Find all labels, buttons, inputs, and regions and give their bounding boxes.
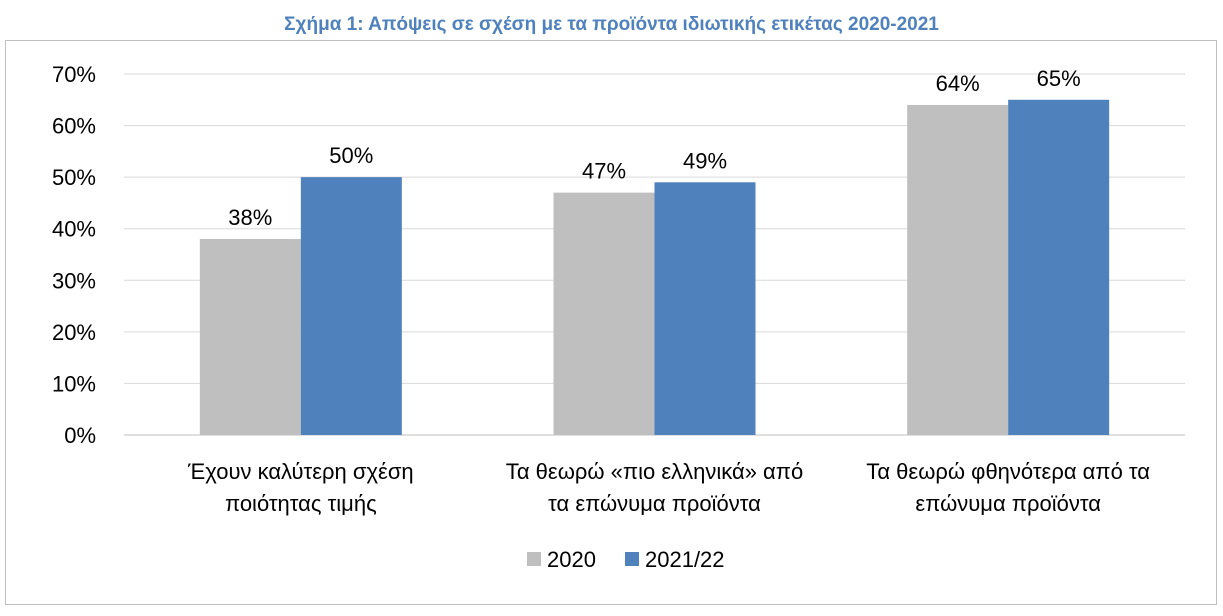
legend-label: 2020 xyxy=(547,547,596,572)
data-label: 47% xyxy=(582,159,626,184)
legend-label: 2021/22 xyxy=(645,547,725,572)
bar xyxy=(1008,99,1110,436)
data-label: 50% xyxy=(329,143,373,168)
y-tick-label: 50% xyxy=(52,165,96,190)
y-tick-label: 20% xyxy=(52,320,96,345)
x-category-label: τα επώνυμα προϊόντα xyxy=(548,491,761,516)
y-tick-label: 70% xyxy=(52,62,96,87)
x-category-label: Έχουν καλύτερη σχέση xyxy=(187,459,414,484)
bar xyxy=(654,182,756,435)
chart-frame xyxy=(5,40,1217,605)
x-category-label: επώνυμα προϊόντα xyxy=(915,491,1101,516)
y-tick-label: 60% xyxy=(52,114,96,139)
data-label: 64% xyxy=(936,71,980,96)
y-tick-label: 40% xyxy=(52,217,96,242)
x-category-label: Τα θεωρώ φθηνότερα από τα xyxy=(866,459,1150,484)
chart-title: Σχήμα 1: Απόψεις σε σχέση με τα προϊόντα… xyxy=(284,14,939,35)
bar xyxy=(553,192,655,435)
x-category-label: Τα θεωρώ «πιο ελληνικά» από xyxy=(506,459,803,484)
bar xyxy=(907,104,1009,435)
legend-swatch xyxy=(625,552,639,566)
data-label: 65% xyxy=(1037,66,1081,91)
bar xyxy=(199,239,301,435)
y-tick-label: 10% xyxy=(52,371,96,396)
data-label: 49% xyxy=(683,148,727,173)
y-tick-label: 30% xyxy=(52,268,96,293)
data-label: 38% xyxy=(228,205,272,230)
y-tick-label: 0% xyxy=(64,423,96,448)
legend-swatch xyxy=(527,552,541,566)
x-category-label: ποιότητας τιμής xyxy=(225,491,377,516)
bar xyxy=(300,177,402,435)
